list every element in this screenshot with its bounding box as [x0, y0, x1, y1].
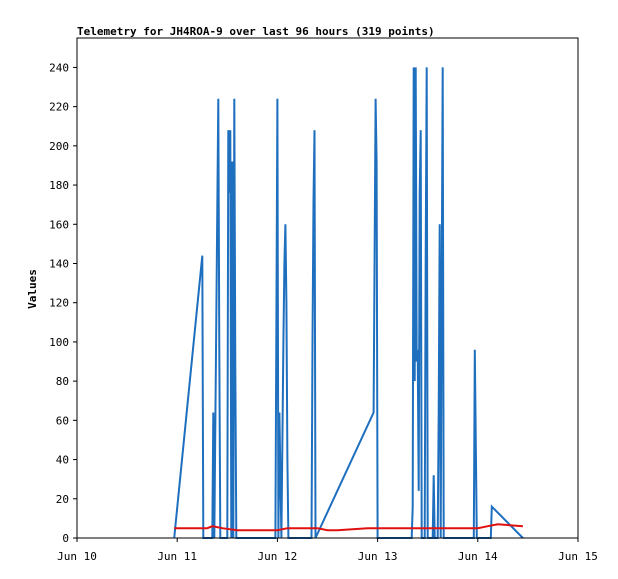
x-tick-label: Jun 11	[157, 550, 197, 563]
x-tick-label: Jun 15	[558, 550, 598, 563]
plot-area	[76, 37, 579, 539]
y-tick-label: 0	[62, 532, 69, 545]
y-tick-label: 140	[49, 257, 69, 270]
x-tick-label: Jun 10	[57, 550, 97, 563]
y-axis-label: Values	[26, 269, 39, 309]
axis-layer: 0 20 40 60 80 100 120 140 160 180 200 220 240 Jun 10 J…	[49, 61, 598, 563]
y-tick-label: 20	[56, 493, 69, 506]
y-tick-label: 160	[49, 218, 69, 231]
y-tick-label: 100	[49, 336, 69, 349]
series-line-2	[174, 523, 523, 532]
y-tick-label: 240	[49, 61, 69, 74]
x-tick-label: Jun 12	[258, 550, 298, 563]
y-tick-label: 80	[56, 375, 69, 388]
y-tick-label: 200	[49, 140, 69, 153]
chart-title: Telemetry for JH4ROA-9 over last 96 hour…	[77, 25, 435, 38]
y-tick-label: 180	[49, 179, 69, 192]
y-tick-label: 40	[56, 454, 69, 467]
x-tick-label: Jun 14	[458, 550, 498, 563]
y-tick-label: 60	[56, 414, 69, 427]
series-layer	[173, 67, 524, 539]
y-tick-label: 120	[49, 297, 69, 310]
y-tick-label: 220	[49, 101, 69, 114]
x-tick-label: Jun 13	[358, 550, 398, 563]
